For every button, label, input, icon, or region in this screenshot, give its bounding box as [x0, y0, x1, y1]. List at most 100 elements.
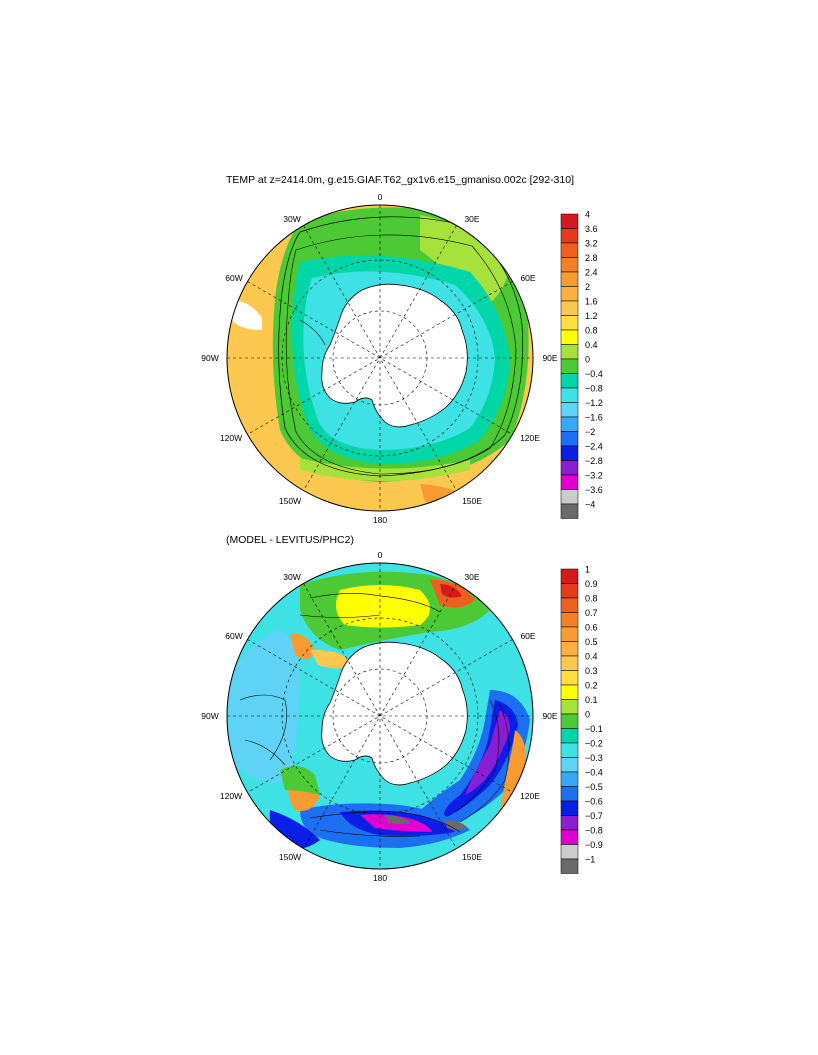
- colorbar-bottom-label: 0.3: [585, 666, 598, 676]
- colorbar-bottom-label: 0.5: [585, 637, 598, 647]
- colorbar-bottom-swatch: [560, 829, 579, 845]
- colorbar-bottom-swatch: [560, 655, 579, 671]
- colorbar-top-swatch: [560, 242, 579, 258]
- colorbar-bottom-label: −1: [585, 855, 595, 865]
- bottom-label-60w: 60W: [225, 631, 242, 641]
- colorbar-bottom-label: −0.9: [585, 840, 603, 850]
- top-label-90e: 90E: [542, 353, 557, 363]
- colorbar-bottom-swatch: [560, 568, 579, 584]
- top-label-60e: 60E: [520, 273, 535, 283]
- colorbar-bottom-label: 0.8: [585, 594, 598, 604]
- colorbar-top-label: 0.4: [585, 340, 598, 350]
- top-label-30e: 30E: [464, 214, 479, 224]
- colorbar-bottom-swatch: [560, 815, 579, 831]
- colorbar-bottom-swatch: [560, 612, 579, 628]
- bottom-label-90e: 90E: [542, 711, 557, 721]
- colorbar-bottom-swatch: [560, 786, 579, 802]
- colorbar-bottom: 1 0.9 0.8 0.7 0.6 0.5 0.4 0.3 0.2 0.1 0 −0.1 −0.2 −0.…: [560, 565, 603, 874]
- colorbar-bottom-label: 0.7: [585, 608, 598, 618]
- bottom-label-90w: 90W: [201, 711, 218, 721]
- colorbar-top-swatch: [560, 474, 579, 490]
- figure-subtitle: (MODEL - LEVITUS/PHC2): [226, 534, 354, 546]
- colorbar-top-label: 0: [585, 355, 590, 365]
- colorbar-top-label: 4: [585, 210, 590, 220]
- colorbar-top-swatch: [560, 286, 579, 302]
- colorbar-bottom-swatch: [560, 626, 579, 642]
- top-label-90w: 90W: [201, 353, 218, 363]
- colorbar-top-swatch: [560, 489, 579, 505]
- colorbar-bottom-label: −0.6: [585, 797, 603, 807]
- colorbar-top-swatch: [560, 445, 579, 461]
- colorbar-bottom-label: 0.9: [585, 579, 598, 589]
- colorbar-top-label: 1.6: [585, 297, 598, 307]
- colorbar-bottom-label: 0.4: [585, 652, 598, 662]
- colorbar-bottom-swatch: [560, 597, 579, 613]
- colorbar-bottom-swatch: [560, 858, 579, 874]
- colorbar-bottom-label: −0.8: [585, 826, 603, 836]
- colorbar-top-label: −0.8: [585, 384, 603, 394]
- colorbar-top-swatch: [560, 300, 579, 316]
- colorbar-bottom-label: −0.2: [585, 739, 603, 749]
- colorbar-bottom-swatch: [560, 757, 579, 773]
- colorbar-top-label: 2: [585, 282, 590, 292]
- colorbar-top-label: −1.2: [585, 398, 603, 408]
- colorbar-top-swatch: [560, 402, 579, 418]
- colorbar-top-swatch: [560, 460, 579, 476]
- colorbar-top-swatch: [560, 213, 579, 229]
- colorbar-top-swatch: [560, 315, 579, 331]
- colorbar-bottom-swatch: [560, 800, 579, 816]
- colorbar-bottom-swatch: [560, 684, 579, 700]
- colorbar-top-swatch: [560, 387, 579, 403]
- bottom-label-60e: 60E: [520, 631, 535, 641]
- top-label-150w: 150W: [279, 496, 301, 506]
- colorbar-top-label: −2.8: [585, 456, 603, 466]
- colorbar-bottom-label: 0.2: [585, 681, 598, 691]
- colorbar-top-label: 3.2: [585, 239, 598, 249]
- colorbar-bottom-label: 0.6: [585, 623, 598, 633]
- colorbar-bottom-swatch: [560, 641, 579, 657]
- bottom-label-30w: 30W: [283, 572, 300, 582]
- colorbar-bottom-label: 0.1: [585, 695, 598, 705]
- colorbar-bottom-label: −0.3: [585, 753, 603, 763]
- top-label-150e: 150E: [462, 496, 482, 506]
- colorbar-bottom-label: −0.5: [585, 782, 603, 792]
- colorbar-top-swatch: [560, 344, 579, 360]
- colorbar-top-label: −1.6: [585, 413, 603, 423]
- colorbar-top-swatch: [560, 271, 579, 287]
- colorbar-bottom-label: −0.1: [585, 724, 603, 734]
- bottom-label-180: 180: [373, 873, 387, 883]
- colorbar-bottom-label: 0: [585, 710, 590, 720]
- colorbar-bottom-label: −0.4: [585, 768, 603, 778]
- figure-title: TEMP at z=2414.0m, g.e15.GIAF.T62_gx1v6.…: [226, 174, 574, 186]
- colorbar-bottom-swatch: [560, 742, 579, 758]
- colorbar-top-label: −0.4: [585, 369, 603, 379]
- top-label-30w: 30W: [283, 214, 300, 224]
- colorbar-top-label: −3.6: [585, 485, 603, 495]
- colorbar-top: 4 3.6 3.2 2.8 2.4 2 1.6 1.2 0.8 0.4 0 −0.4 −0.8 −1.2 −…: [560, 210, 603, 519]
- colorbar-bottom-swatch: [560, 699, 579, 715]
- bottom-label-150e: 150E: [462, 852, 482, 862]
- colorbar-bottom-swatch: [560, 713, 579, 729]
- colorbar-top-swatch: [560, 431, 579, 447]
- colorbar-bottom-swatch: [560, 844, 579, 860]
- bottom-label-30e: 30E: [464, 572, 479, 582]
- colorbar-top-label: 0.8: [585, 326, 598, 336]
- colorbar-bottom-swatch: [560, 728, 579, 744]
- top-label-0: 0: [378, 192, 383, 202]
- colorbar-top-swatch: [560, 228, 579, 244]
- colorbar-top-label: −3.2: [585, 471, 603, 481]
- colorbar-top-swatch: [560, 257, 579, 273]
- bottom-label-120w: 120W: [220, 791, 242, 801]
- colorbar-top-label: −2.4: [585, 442, 603, 452]
- colorbar-bottom-label: −0.7: [585, 811, 603, 821]
- top-label-120w: 120W: [220, 433, 242, 443]
- colorbar-top-swatch: [560, 416, 579, 432]
- colorbar-top-label: −2: [585, 427, 595, 437]
- bottom-label-120e: 120E: [520, 791, 540, 801]
- colorbar-bottom-swatch: [560, 771, 579, 787]
- colorbar-top-swatch: [560, 373, 579, 389]
- colorbar-top-label: 3.6: [585, 224, 598, 234]
- colorbar-bottom-label: 1: [585, 565, 590, 575]
- colorbar-bottom-swatch: [560, 670, 579, 686]
